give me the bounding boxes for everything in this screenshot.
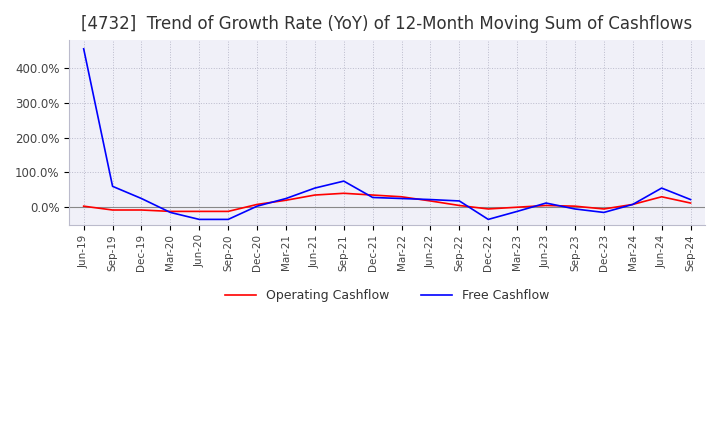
Free Cashflow xyxy=(571,206,580,212)
Free Cashflow xyxy=(397,196,406,201)
Free Cashflow xyxy=(137,196,145,201)
Line: Operating Cashflow: Operating Cashflow xyxy=(84,193,690,211)
Legend: Operating Cashflow, Free Cashflow: Operating Cashflow, Free Cashflow xyxy=(220,284,554,307)
Free Cashflow xyxy=(79,46,88,51)
Operating Cashflow xyxy=(369,192,377,198)
Free Cashflow xyxy=(224,217,233,222)
Operating Cashflow xyxy=(686,200,695,205)
Free Cashflow xyxy=(686,197,695,202)
Free Cashflow xyxy=(426,197,435,202)
Free Cashflow xyxy=(657,185,666,191)
Line: Free Cashflow: Free Cashflow xyxy=(84,49,690,220)
Operating Cashflow xyxy=(166,209,175,214)
Free Cashflow xyxy=(629,202,637,207)
Free Cashflow xyxy=(484,217,492,222)
Free Cashflow xyxy=(339,179,348,184)
Free Cashflow xyxy=(310,185,319,191)
Title: [4732]  Trend of Growth Rate (YoY) of 12-Month Moving Sum of Cashflows: [4732] Trend of Growth Rate (YoY) of 12-… xyxy=(81,15,693,33)
Operating Cashflow xyxy=(600,206,608,212)
Free Cashflow xyxy=(600,210,608,215)
Operating Cashflow xyxy=(513,205,521,210)
Free Cashflow xyxy=(166,210,175,215)
Operating Cashflow xyxy=(541,203,550,208)
Operating Cashflow xyxy=(137,207,145,213)
Operating Cashflow xyxy=(253,202,261,207)
Operating Cashflow xyxy=(629,202,637,207)
Operating Cashflow xyxy=(195,209,204,214)
Free Cashflow xyxy=(369,195,377,200)
Free Cashflow xyxy=(282,196,290,201)
Operating Cashflow xyxy=(224,209,233,214)
Free Cashflow xyxy=(195,217,204,222)
Operating Cashflow xyxy=(397,194,406,199)
Operating Cashflow xyxy=(484,206,492,212)
Operating Cashflow xyxy=(455,203,464,208)
Free Cashflow xyxy=(455,198,464,204)
Free Cashflow xyxy=(541,200,550,205)
Operating Cashflow xyxy=(426,198,435,204)
Operating Cashflow xyxy=(571,204,580,209)
Operating Cashflow xyxy=(657,194,666,199)
Operating Cashflow xyxy=(79,204,88,209)
Operating Cashflow xyxy=(339,191,348,196)
Operating Cashflow xyxy=(282,198,290,203)
Free Cashflow xyxy=(513,209,521,214)
Operating Cashflow xyxy=(310,192,319,198)
Free Cashflow xyxy=(253,204,261,209)
Free Cashflow xyxy=(108,183,117,189)
Operating Cashflow xyxy=(108,207,117,213)
